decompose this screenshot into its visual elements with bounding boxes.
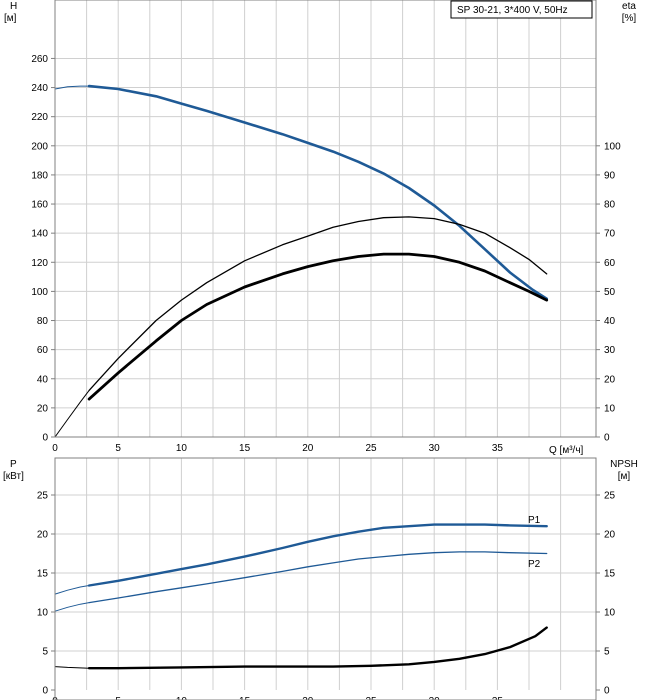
p-axis-unit: [кВт]	[3, 471, 24, 482]
bottom-x-tick-label: 5	[115, 696, 121, 700]
bottom-series-line-1	[54, 585, 90, 595]
top-left-tick-label: 220	[31, 112, 48, 123]
q-axis-label: Q [м³/ч]	[549, 445, 584, 456]
top-right-tick-label: 20	[604, 374, 616, 385]
bottom-right-tick-label: 0	[604, 686, 610, 697]
bottom-left-tick-label: 15	[37, 569, 49, 580]
top-x-tick-label: 30	[429, 443, 441, 454]
bottom-series-line-0	[87, 523, 548, 587]
top-left-tick-label: 0	[42, 433, 48, 444]
top-left-tick-label: 160	[31, 200, 48, 211]
top-right-tick-label: 40	[604, 316, 616, 327]
bottom-left-tick-label: 5	[42, 647, 48, 658]
top-x-tick-label: 25	[365, 443, 377, 454]
top-left-tick-label: 260	[31, 54, 48, 65]
series-label-p2: P2	[528, 559, 541, 570]
bottom-series-line-2	[88, 551, 548, 604]
top-right-tick-label: 100	[604, 141, 621, 152]
top-right-tick-label: 80	[604, 200, 616, 211]
top-right-tick-label: 70	[604, 229, 616, 240]
bottom-series-line-3	[54, 602, 90, 612]
top-right-tick-label: 10	[604, 403, 616, 414]
bottom-right-tick-label: 20	[604, 530, 616, 541]
bottom-panel-series	[54, 523, 548, 670]
bottom-x-tick-label: 20	[302, 696, 314, 700]
npsh-axis-unit: [м]	[618, 471, 631, 482]
top-left-tick-label: 20	[37, 403, 49, 414]
top-series-line-0	[87, 84, 549, 301]
bottom-right-tick-label: 5	[604, 647, 610, 658]
bottom-panel-ticks: 0510152025051015202505101520253035	[37, 491, 616, 700]
bottom-x-tick-label: 30	[429, 696, 441, 700]
top-left-tick-label: 120	[31, 258, 48, 269]
bottom-left-tick-label: 10	[37, 608, 49, 619]
npsh-axis-label: NPSH	[610, 459, 638, 470]
top-left-tick-label: 140	[31, 229, 48, 240]
top-left-tick-label: 60	[37, 345, 49, 356]
top-right-tick-label: 30	[604, 345, 616, 356]
h-axis-unit: [м]	[4, 13, 17, 24]
series-label-p1: P1	[528, 515, 541, 526]
bottom-panel-grid	[55, 458, 596, 690]
top-series-line-2	[88, 216, 548, 392]
top-x-tick-label: 0	[52, 443, 58, 454]
bottom-panel-frame	[54, 457, 597, 700]
top-x-tick-label: 15	[239, 443, 251, 454]
bottom-series-line-5	[54, 666, 90, 669]
eta-axis-label: eta	[622, 1, 636, 12]
top-left-tick-label: 240	[31, 83, 48, 94]
top-left-tick-label: 40	[37, 374, 49, 385]
bottom-series-line-4	[87, 626, 548, 670]
top-left-tick-label: 80	[37, 316, 49, 327]
eta-axis-unit: [%]	[622, 13, 637, 24]
top-series-line-3	[54, 389, 90, 438]
p-axis-label: P	[10, 459, 17, 470]
top-right-tick-label: 0	[604, 433, 610, 444]
legend-label: SP 30-21, 3*400 V, 50Hz	[457, 5, 568, 16]
top-x-tick-label: 20	[302, 443, 314, 454]
top-right-tick-label: 90	[604, 170, 616, 181]
bottom-left-tick-label: 20	[37, 530, 49, 541]
legend-box	[450, 0, 593, 19]
bottom-x-tick-label: 25	[365, 696, 377, 700]
top-series-line-4	[87, 252, 549, 401]
top-series-line-1	[54, 85, 90, 90]
top-left-tick-label: 180	[31, 170, 48, 181]
top-right-tick-label: 60	[604, 258, 616, 269]
bottom-left-tick-label: 25	[37, 491, 49, 502]
top-panel-ticks: 0204060801001201401601802002202402600102…	[31, 54, 621, 454]
top-panel-grid	[55, 0, 596, 437]
top-panel-frame	[54, 0, 597, 438]
top-x-tick-label: 35	[492, 443, 504, 454]
bottom-right-tick-label: 15	[604, 569, 616, 580]
top-left-tick-label: 100	[31, 287, 48, 298]
bottom-x-tick-label: 10	[176, 696, 188, 700]
bottom-left-tick-label: 0	[42, 686, 48, 697]
bottom-x-tick-label: 35	[492, 696, 504, 700]
h-axis-label: H	[10, 1, 17, 12]
top-left-tick-label: 200	[31, 141, 48, 152]
top-x-tick-label: 5	[115, 443, 121, 454]
bottom-x-tick-label: 15	[239, 696, 251, 700]
top-right-tick-label: 50	[604, 287, 616, 298]
top-panel-series	[54, 84, 549, 438]
top-x-tick-label: 10	[176, 443, 188, 454]
bottom-right-tick-label: 25	[604, 491, 616, 502]
bottom-right-tick-label: 10	[604, 608, 616, 619]
